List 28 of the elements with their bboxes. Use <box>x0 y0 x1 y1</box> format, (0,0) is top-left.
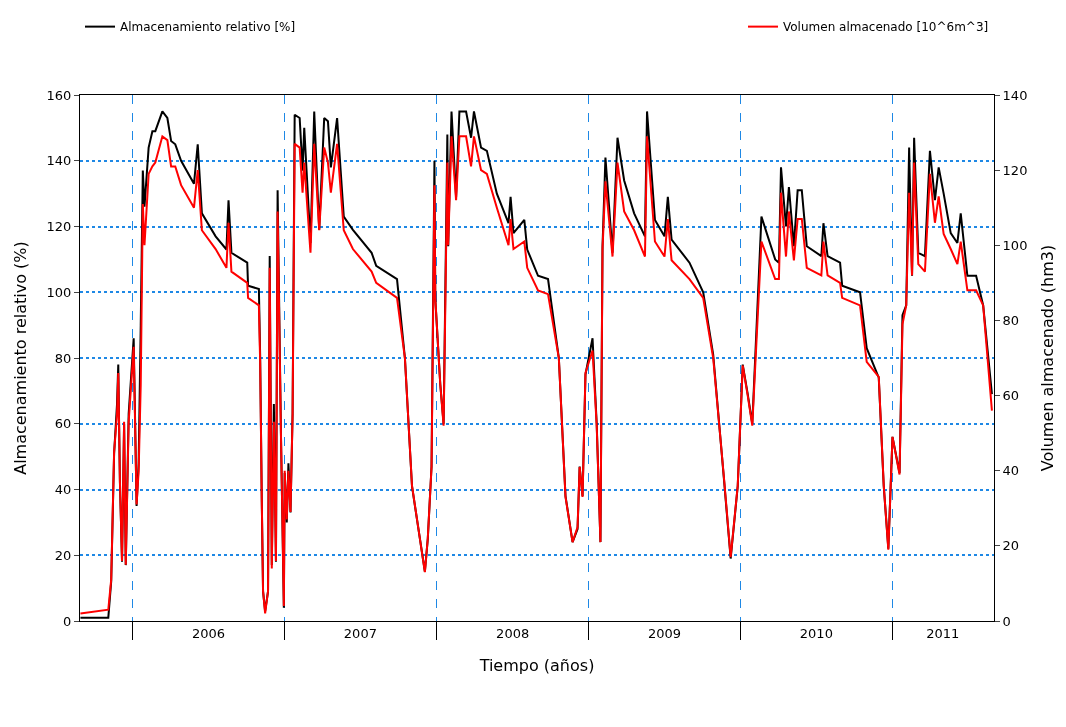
y-tick-label: 20 <box>54 547 72 563</box>
x-tick-label: 2008 <box>496 625 530 641</box>
y-axis-title: Almacenamiento relativo (%) <box>11 241 31 475</box>
legend-label: Volumen almacenado [10^6m^3] <box>783 20 989 35</box>
x-tick-label: 2009 <box>647 625 682 641</box>
x-tick-label: 2006 <box>192 625 226 641</box>
legend-label: Almacenamiento relativo [%] <box>120 20 296 35</box>
x-tick-label: 2007 <box>343 625 377 641</box>
y2-tick-label: 140 <box>1002 87 1028 103</box>
y2-tick-label: 40 <box>1002 463 1020 479</box>
y-tick-label: 0 <box>63 613 72 629</box>
x-tick-label: 2011 <box>926 625 960 641</box>
y-tick-label: 140 <box>46 153 72 169</box>
y-tick-label: 100 <box>46 284 72 300</box>
y-tick-label: 160 <box>46 87 72 103</box>
y-tick-label: 80 <box>54 350 72 366</box>
x-axis-title: Tiempo (años) <box>478 656 595 676</box>
y-tick-label: 60 <box>54 416 72 432</box>
y2-tick-label: 20 <box>1002 538 1020 554</box>
y2-tick-label: 80 <box>1002 312 1020 328</box>
x-tick-label: 2010 <box>799 625 833 641</box>
y2-axis-title: Volumen almacenado (hm3) <box>1038 244 1058 472</box>
y-tick-label: 120 <box>46 219 72 235</box>
y-tick-label: 40 <box>54 482 72 498</box>
y2-tick-label: 60 <box>1002 388 1020 404</box>
y2-tick-label: 100 <box>1002 237 1028 253</box>
y2-tick-label: 0 <box>1002 613 1011 629</box>
y2-tick-label: 120 <box>1002 162 1028 178</box>
